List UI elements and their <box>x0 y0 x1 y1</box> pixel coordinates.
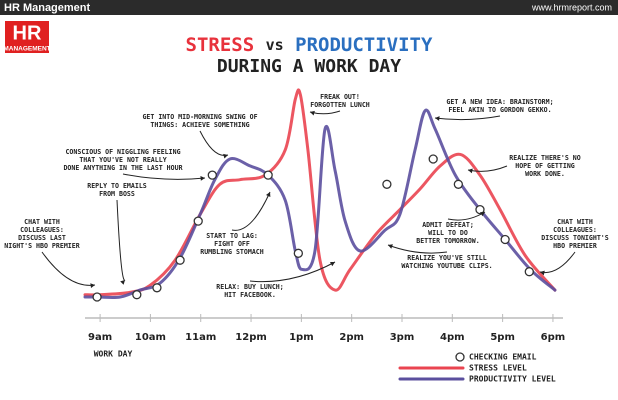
chart-title: STRESS vs PRODUCTIVITY <box>186 34 433 56</box>
annotation: FORGOTTEN LUNCH <box>310 101 370 109</box>
header-bar <box>0 0 618 15</box>
annotation: FIGHT OFF <box>214 240 250 248</box>
arrow-head <box>223 153 228 159</box>
x-tick-label: 3pm <box>390 332 415 343</box>
annotation: CHAT WITH <box>557 218 593 226</box>
x-tick-label: 6pm <box>541 332 566 343</box>
annotation-arrow <box>116 199 126 281</box>
annotation: FEEL AKIN TO GORDON GEKKO. <box>448 106 551 114</box>
annotation: REALIZE YOU'VE STILL <box>407 254 486 262</box>
annotation: GET INTO MID-MORNING SWING OF <box>142 113 257 121</box>
email-point <box>500 234 510 245</box>
annotation: BETTER TOMORROW. <box>416 237 480 245</box>
email-point <box>428 154 438 164</box>
email-point <box>475 204 485 215</box>
email-point <box>207 170 217 180</box>
annotation: WATCHING YOUTUBE CLIPS. <box>401 262 492 270</box>
annotation: HOPE OF GETTING <box>515 162 575 170</box>
arrow-head <box>480 212 485 217</box>
email-point <box>293 248 303 258</box>
annotation: HBO PREMIER <box>553 242 597 250</box>
annotation: CONSCIOUS OF NIGGLING FEELING <box>65 148 180 156</box>
annotation-arrow <box>41 251 96 286</box>
email-point <box>382 179 392 189</box>
annotation: COLLEAGUES: <box>553 226 597 234</box>
annotation: CHAT WITH <box>24 218 60 226</box>
annotation: THAT YOU'VE NOT REALLY <box>79 156 166 164</box>
email-point <box>263 170 273 180</box>
annotation: WILL TO DO <box>428 229 468 237</box>
arrow-head <box>120 280 125 285</box>
logo-text: HR <box>13 22 42 44</box>
annotation-arrow <box>231 191 271 231</box>
annotation-arrow <box>387 244 448 254</box>
annotation: REPLY TO EMAILS <box>87 182 147 190</box>
x-tick-label: 4pm <box>440 332 465 343</box>
legend-label: PRODUCTIVITY LEVEL <box>469 375 556 384</box>
email-point <box>132 290 142 300</box>
x-tick-label: 11am <box>185 332 216 343</box>
chart-subtitle: DURING A WORK DAY <box>217 56 401 77</box>
title-part: PRODUCTIVITY <box>295 34 433 56</box>
email-point <box>152 283 162 293</box>
annotation-arrow <box>249 261 336 283</box>
annotation-arrow <box>434 115 501 121</box>
title-part: vs <box>266 36 284 54</box>
email-point <box>524 267 534 277</box>
x-tick-label: 5pm <box>490 332 515 343</box>
annotation: FROM BOSS <box>99 190 135 198</box>
line-series <box>83 88 557 297</box>
x-tick-label: 9am <box>88 332 112 343</box>
annotation-arrow <box>122 173 206 180</box>
annotation: DISCUSS TONIGHT'S <box>541 234 609 242</box>
annotation: HIT FACEBOOK. <box>224 291 276 299</box>
header-left: HR Management <box>4 2 91 14</box>
header-right: www.hrmreport.com <box>531 2 612 12</box>
x-tick-label: 12pm <box>235 332 267 343</box>
logo <box>5 21 49 53</box>
email-point <box>92 292 102 302</box>
arrow-head <box>468 168 473 174</box>
annotation: WORK DONE. <box>525 170 565 178</box>
x-tick-label: 1pm <box>289 332 314 343</box>
email-point <box>175 255 185 265</box>
arrow-head <box>200 176 205 181</box>
annotation: DISCUSS LAST <box>18 234 66 242</box>
annotation: ADMIT DEFEAT; <box>422 221 474 229</box>
arrow-head <box>330 261 335 267</box>
annotation: COLLEAGUES: <box>20 226 64 234</box>
annotation: DONE ANYTHING IN THE LAST HOUR <box>63 164 182 172</box>
title-part: STRESS <box>186 34 255 56</box>
arrow-head <box>435 116 440 121</box>
annotation: RELAX: BUY LUNCH; <box>216 283 284 291</box>
email-point <box>193 216 203 226</box>
annotation: GET A NEW IDEA: BRAINSTORM; <box>446 98 553 106</box>
arrow-head <box>388 244 393 249</box>
logo-subtext: MANAGEMENT <box>3 46 50 53</box>
legend-label: CHECKING EMAIL <box>469 353 537 362</box>
arrow-head <box>90 283 95 289</box>
annotation: NIGHT'S HBO PREMIER <box>4 242 79 250</box>
legend-marker <box>455 352 465 362</box>
annotation: RUMBLING STOMACH <box>200 248 264 256</box>
annotation: START TO LAG: <box>206 232 258 240</box>
arrow-head <box>266 192 271 197</box>
arrow-head <box>540 270 545 276</box>
email-point <box>453 179 463 189</box>
legend-label: STRESS LEVEL <box>469 364 527 373</box>
x-tick-label: 2pm <box>339 332 364 343</box>
arrow-head <box>310 110 315 116</box>
x-axis-label: WORK DAY <box>94 350 133 359</box>
annotation: REALIZE THERE'S NO <box>509 154 580 162</box>
annotation: FREAK OUT! <box>320 93 360 101</box>
x-tick-label: 10am <box>135 332 166 343</box>
annotation: THINGS: ACHIEVE SOMETHING <box>150 121 249 129</box>
